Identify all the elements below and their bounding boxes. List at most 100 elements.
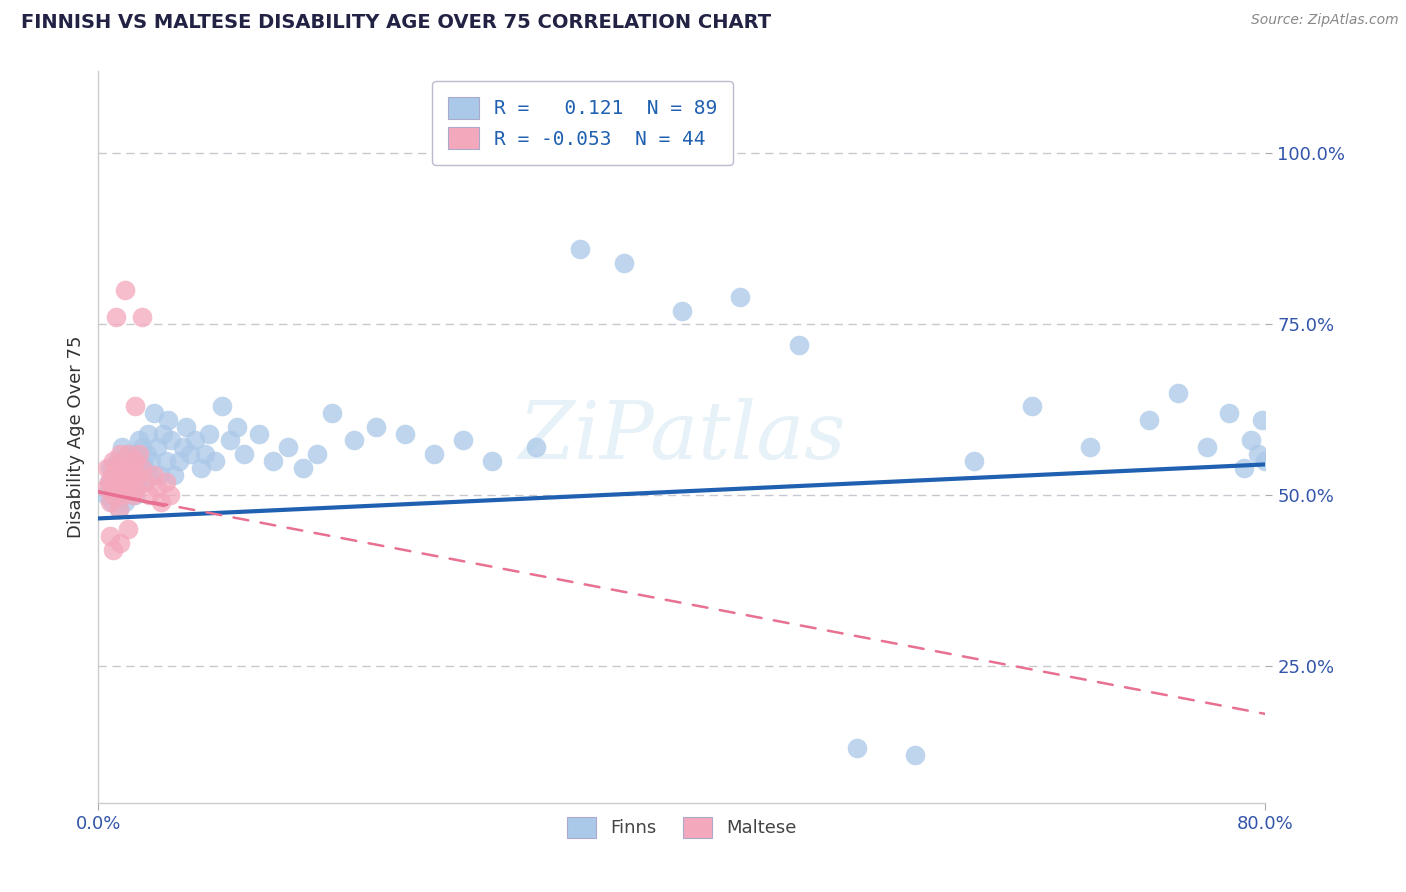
Text: ZiPatlas: ZiPatlas <box>519 399 845 475</box>
Point <box>101 542 124 557</box>
Point <box>131 310 153 325</box>
Point <box>155 475 177 489</box>
Point <box>904 747 927 762</box>
Point <box>962 454 984 468</box>
Point <box>423 447 446 461</box>
Point <box>211 400 233 414</box>
Point <box>163 467 186 482</box>
Point <box>277 440 299 454</box>
Point <box>97 475 120 489</box>
Point <box>124 400 146 414</box>
Point <box>104 460 127 475</box>
Point <box>112 488 135 502</box>
Point <box>98 529 121 543</box>
Point <box>101 467 124 482</box>
Point <box>104 475 127 489</box>
Point <box>129 454 152 468</box>
Point <box>1240 434 1263 448</box>
Point <box>105 481 128 495</box>
Point <box>149 467 172 482</box>
Point <box>291 460 314 475</box>
Point <box>1247 447 1270 461</box>
Point <box>194 447 217 461</box>
Point <box>124 454 146 468</box>
Point <box>1167 385 1189 400</box>
Point <box>114 495 136 509</box>
Point <box>451 434 474 448</box>
Point <box>131 440 153 454</box>
Point <box>94 488 117 502</box>
Point <box>112 475 135 489</box>
Point <box>121 475 143 489</box>
Point <box>160 434 183 448</box>
Point <box>1218 406 1240 420</box>
Legend: Finns, Maltese: Finns, Maltese <box>560 810 804 845</box>
Point <box>226 420 249 434</box>
Point <box>110 481 132 495</box>
Point <box>117 467 139 482</box>
Point <box>132 475 155 489</box>
Point <box>124 467 146 482</box>
Point <box>117 467 139 482</box>
Point <box>110 447 132 461</box>
Text: FINNISH VS MALTESE DISABILITY AGE OVER 75 CORRELATION CHART: FINNISH VS MALTESE DISABILITY AGE OVER 7… <box>21 13 772 32</box>
Point <box>120 454 142 468</box>
Point <box>125 475 148 489</box>
Point <box>612 256 634 270</box>
Point <box>136 426 159 441</box>
Point <box>101 475 124 489</box>
Point <box>134 475 156 489</box>
Point <box>524 440 547 454</box>
Point <box>101 454 124 468</box>
Point <box>125 481 148 495</box>
Point <box>94 481 117 495</box>
Point <box>150 495 173 509</box>
Point <box>183 434 205 448</box>
Point <box>247 426 270 441</box>
Point <box>135 447 157 461</box>
Point <box>1254 454 1277 468</box>
Point <box>117 447 139 461</box>
Point <box>1137 413 1160 427</box>
Point <box>101 481 124 495</box>
Point <box>114 283 136 297</box>
Point <box>118 481 141 495</box>
Point <box>128 447 150 461</box>
Point <box>127 460 149 475</box>
Point <box>138 488 160 502</box>
Point <box>105 454 128 468</box>
Point <box>321 406 343 420</box>
Point <box>134 460 156 475</box>
Point <box>190 460 212 475</box>
Point <box>146 440 169 454</box>
Point <box>179 447 201 461</box>
Point <box>155 454 177 468</box>
Point <box>103 488 125 502</box>
Point <box>204 454 226 468</box>
Point <box>124 488 146 502</box>
Point <box>142 406 165 420</box>
Point <box>172 440 194 454</box>
Point <box>1080 440 1102 454</box>
Point <box>233 447 256 461</box>
Point <box>167 454 190 468</box>
Point <box>100 495 122 509</box>
Point <box>127 467 149 482</box>
Point <box>108 501 131 516</box>
Point <box>152 426 174 441</box>
Point <box>262 454 284 468</box>
Point <box>481 454 503 468</box>
Point <box>100 467 122 482</box>
Point <box>115 481 138 495</box>
Point <box>364 420 387 434</box>
Point <box>122 467 145 482</box>
Point <box>146 481 169 495</box>
Point <box>1021 400 1043 414</box>
Point <box>114 475 136 489</box>
Point <box>120 460 142 475</box>
Point <box>846 741 869 756</box>
Point <box>174 420 197 434</box>
Point <box>128 434 150 448</box>
Point <box>96 460 118 475</box>
Point <box>111 440 134 454</box>
